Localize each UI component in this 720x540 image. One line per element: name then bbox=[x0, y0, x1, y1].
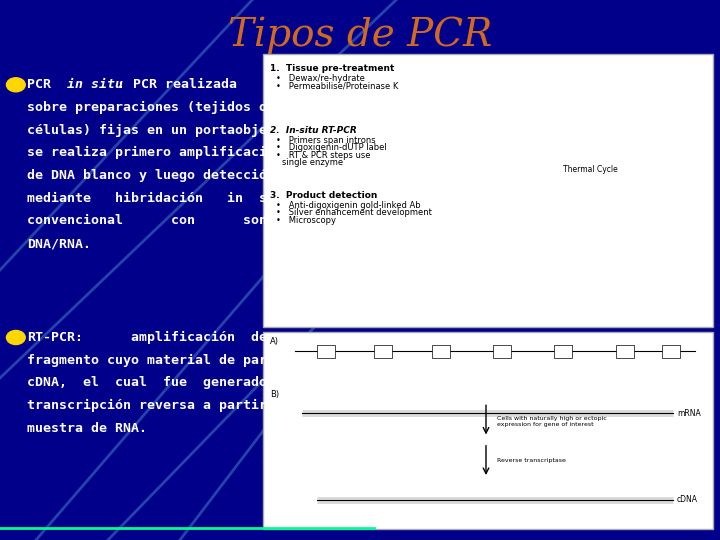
Text: B): B) bbox=[270, 390, 279, 399]
Text: A): A) bbox=[270, 337, 279, 346]
Bar bbox=[616, 345, 634, 358]
Text: cDNA: cDNA bbox=[677, 495, 698, 504]
Text: DNA/RNA.: DNA/RNA. bbox=[27, 237, 91, 250]
Text: •   Dewax/re-hydrate: • Dewax/re-hydrate bbox=[276, 74, 364, 83]
Text: se realiza primero amplificación: se realiza primero amplificación bbox=[27, 146, 284, 159]
Text: •   Permeabilise/Proteinase K: • Permeabilise/Proteinase K bbox=[276, 82, 398, 91]
Bar bbox=[493, 345, 511, 358]
Text: Cells with naturally high or ectopic
expression for gene of interest: Cells with naturally high or ectopic exp… bbox=[497, 416, 606, 427]
FancyBboxPatch shape bbox=[263, 332, 713, 529]
Text: convencional      con      sondas: convencional con sondas bbox=[27, 214, 292, 227]
Text: sobre preparaciones (tejidos o: sobre preparaciones (tejidos o bbox=[27, 101, 267, 114]
Bar bbox=[554, 345, 572, 358]
FancyBboxPatch shape bbox=[263, 54, 713, 327]
Text: 1.  Tissue pre-treatment: 1. Tissue pre-treatment bbox=[270, 64, 395, 73]
Text: muestra de RNA.: muestra de RNA. bbox=[27, 422, 148, 435]
Text: •   Anti-digoxigenin gold-linked Ab: • Anti-digoxigenin gold-linked Ab bbox=[276, 201, 420, 210]
Text: 3.  Product detection: 3. Product detection bbox=[270, 191, 377, 200]
Text: single enzyme: single enzyme bbox=[282, 158, 343, 167]
Text: •   Primers span introns: • Primers span introns bbox=[276, 136, 375, 145]
Text: in situ: in situ bbox=[67, 78, 123, 91]
Text: PCR: PCR bbox=[27, 78, 51, 91]
Bar bbox=[317, 345, 335, 358]
Text: Thermal Cycle: Thermal Cycle bbox=[563, 165, 618, 173]
Text: mRNA: mRNA bbox=[677, 409, 701, 417]
Text: •   RT & PCR steps use: • RT & PCR steps use bbox=[276, 151, 370, 160]
Text: : PCR realizada: : PCR realizada bbox=[117, 78, 237, 91]
Text: •   Digoxigenin-dUTP label: • Digoxigenin-dUTP label bbox=[276, 144, 387, 152]
Circle shape bbox=[6, 330, 25, 345]
Text: de DNA blanco y luego detección: de DNA blanco y luego detección bbox=[27, 169, 275, 182]
Text: •   Silver enhancement development: • Silver enhancement development bbox=[276, 208, 431, 217]
Text: •   Microscopy: • Microscopy bbox=[276, 216, 336, 225]
Text: cDNA,  el  cual  fue  generado  por: cDNA, el cual fue generado por bbox=[27, 376, 307, 389]
Bar bbox=[432, 345, 450, 358]
Text: transcripción reversa a partir de una: transcripción reversa a partir de una bbox=[27, 399, 323, 412]
Text: Reverse transcriptase: Reverse transcriptase bbox=[497, 457, 566, 463]
Text: RT-PCR:: RT-PCR: bbox=[27, 331, 84, 344]
Text: fragmento cuyo material de partida es: fragmento cuyo material de partida es bbox=[27, 354, 323, 367]
Bar bbox=[374, 345, 392, 358]
Text: amplificación  de  un: amplificación de un bbox=[115, 331, 300, 344]
Text: mediante   hibridación   in  situ: mediante hibridación in situ bbox=[27, 192, 292, 205]
Text: 2.  In-situ RT-PCR: 2. In-situ RT-PCR bbox=[270, 126, 356, 135]
Circle shape bbox=[6, 78, 25, 92]
Bar bbox=[662, 345, 680, 358]
Text: células) fijas en un portaobjetos,: células) fijas en un portaobjetos, bbox=[27, 124, 300, 137]
Text: Tipos de PCR: Tipos de PCR bbox=[228, 16, 492, 54]
